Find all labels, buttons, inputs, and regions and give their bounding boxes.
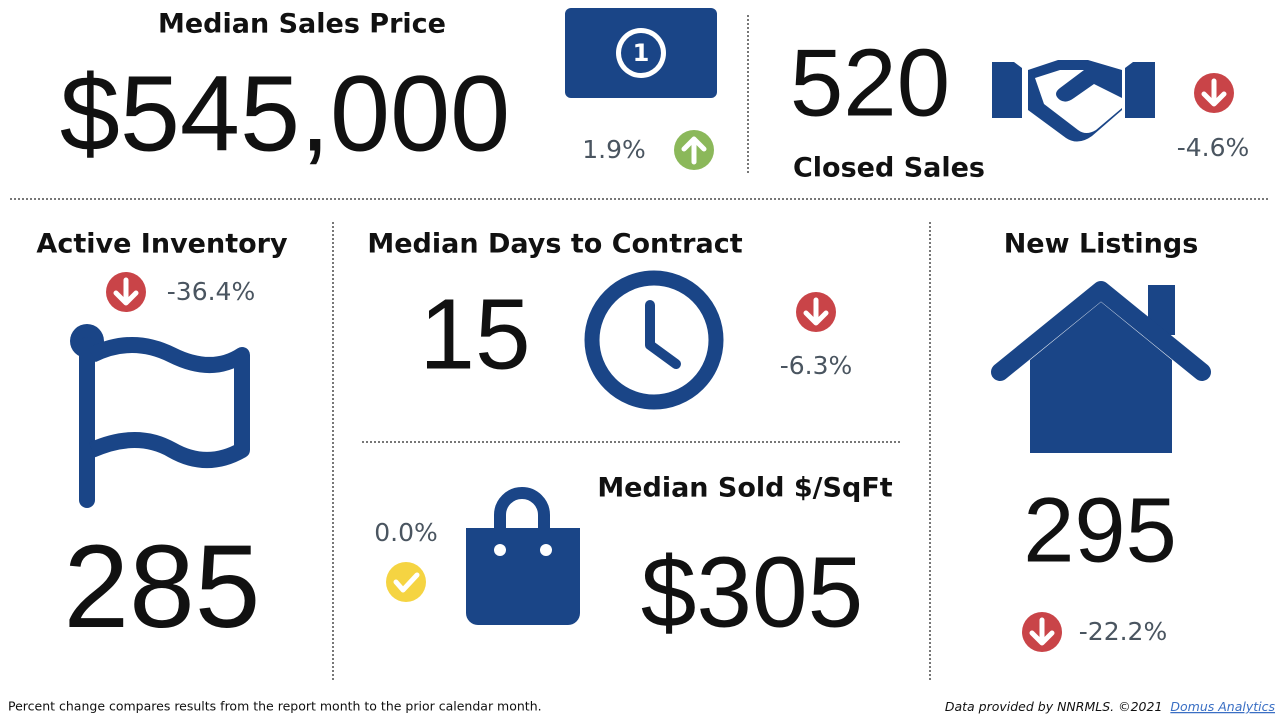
metric-title: Median Days to Contract [367,229,742,260]
metric-change: -6.3% [780,351,853,380]
metric-title: Median Sold $/SqFt [597,473,892,504]
metric-change: -4.6% [1177,133,1250,162]
up-indicator [674,130,714,170]
handshake-icon [992,60,1155,142]
metric-value: 285 [64,521,261,653]
metric-title: New Listings [1004,229,1199,260]
house-icon [991,281,1211,453]
metric-value: 15 [419,278,530,390]
bag-icon [466,487,580,625]
metric-title: Active Inventory [36,229,288,260]
metric-change: -36.4% [167,277,255,306]
credit-link[interactable]: Domus Analytics [1170,699,1275,714]
metric-title: Closed Sales [793,153,985,184]
metric-value: 520 [790,29,950,136]
metric-value: $545,000 [60,53,510,174]
svg-text:1: 1 [633,39,650,67]
metric-change: 0.0% [374,518,438,547]
metric-value: 295 [1023,479,1177,581]
clock-icon [584,270,724,410]
footer-note: Percent change compares results from the… [8,699,542,714]
down-indicator [796,292,836,332]
money-icon: 1 [565,8,717,98]
down-indicator [1022,612,1062,652]
metric-change: 1.9% [582,135,646,164]
footer-credit: Data provided by NNRMLS. ©2021 Domus Ana… [945,699,1276,714]
check-indicator [386,562,426,602]
flag-icon [70,324,250,508]
metric-title: Median Sales Price [158,9,446,40]
down-indicator [1194,73,1234,113]
down-indicator [106,272,146,312]
metric-value: $305 [641,536,863,648]
metric-change: -22.2% [1079,617,1167,646]
credit-text: Data provided by NNRMLS. ©2021 [945,699,1167,714]
